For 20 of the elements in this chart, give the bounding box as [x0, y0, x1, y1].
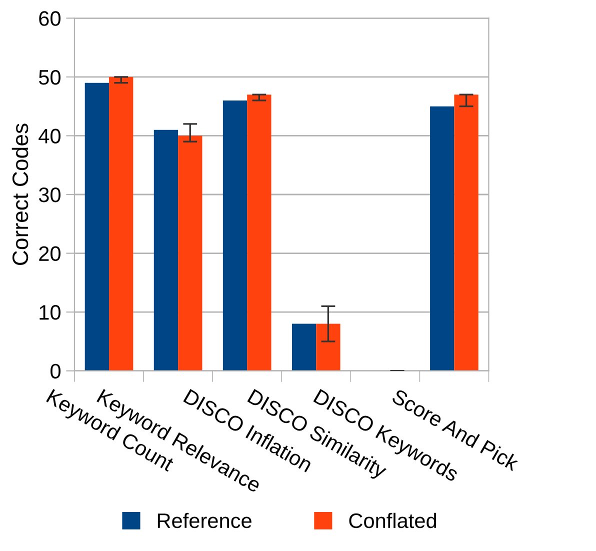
bar — [430, 106, 454, 371]
bar — [316, 324, 340, 371]
bar — [178, 136, 202, 371]
bar — [84, 82, 110, 371]
bar — [222, 100, 248, 371]
bar — [247, 94, 272, 371]
legend-label: Reference — [158, 512, 252, 528]
y-tick-label: 60 — [39, 11, 60, 26]
y-tick-label: 10 — [40, 305, 60, 320]
bar — [154, 130, 178, 371]
y-tick-label: 30 — [38, 188, 60, 202]
bar — [454, 94, 478, 371]
y-axis-title: Correct Codes — [12, 124, 28, 265]
bar — [292, 324, 316, 371]
y-tick-label: 50 — [38, 70, 60, 85]
y-tick-label: 0 — [50, 364, 60, 379]
legend-label: Conflated — [349, 512, 436, 528]
y-tick-label: 20 — [39, 246, 60, 262]
bar — [109, 76, 134, 371]
y-tick-label: 40 — [38, 128, 60, 144]
